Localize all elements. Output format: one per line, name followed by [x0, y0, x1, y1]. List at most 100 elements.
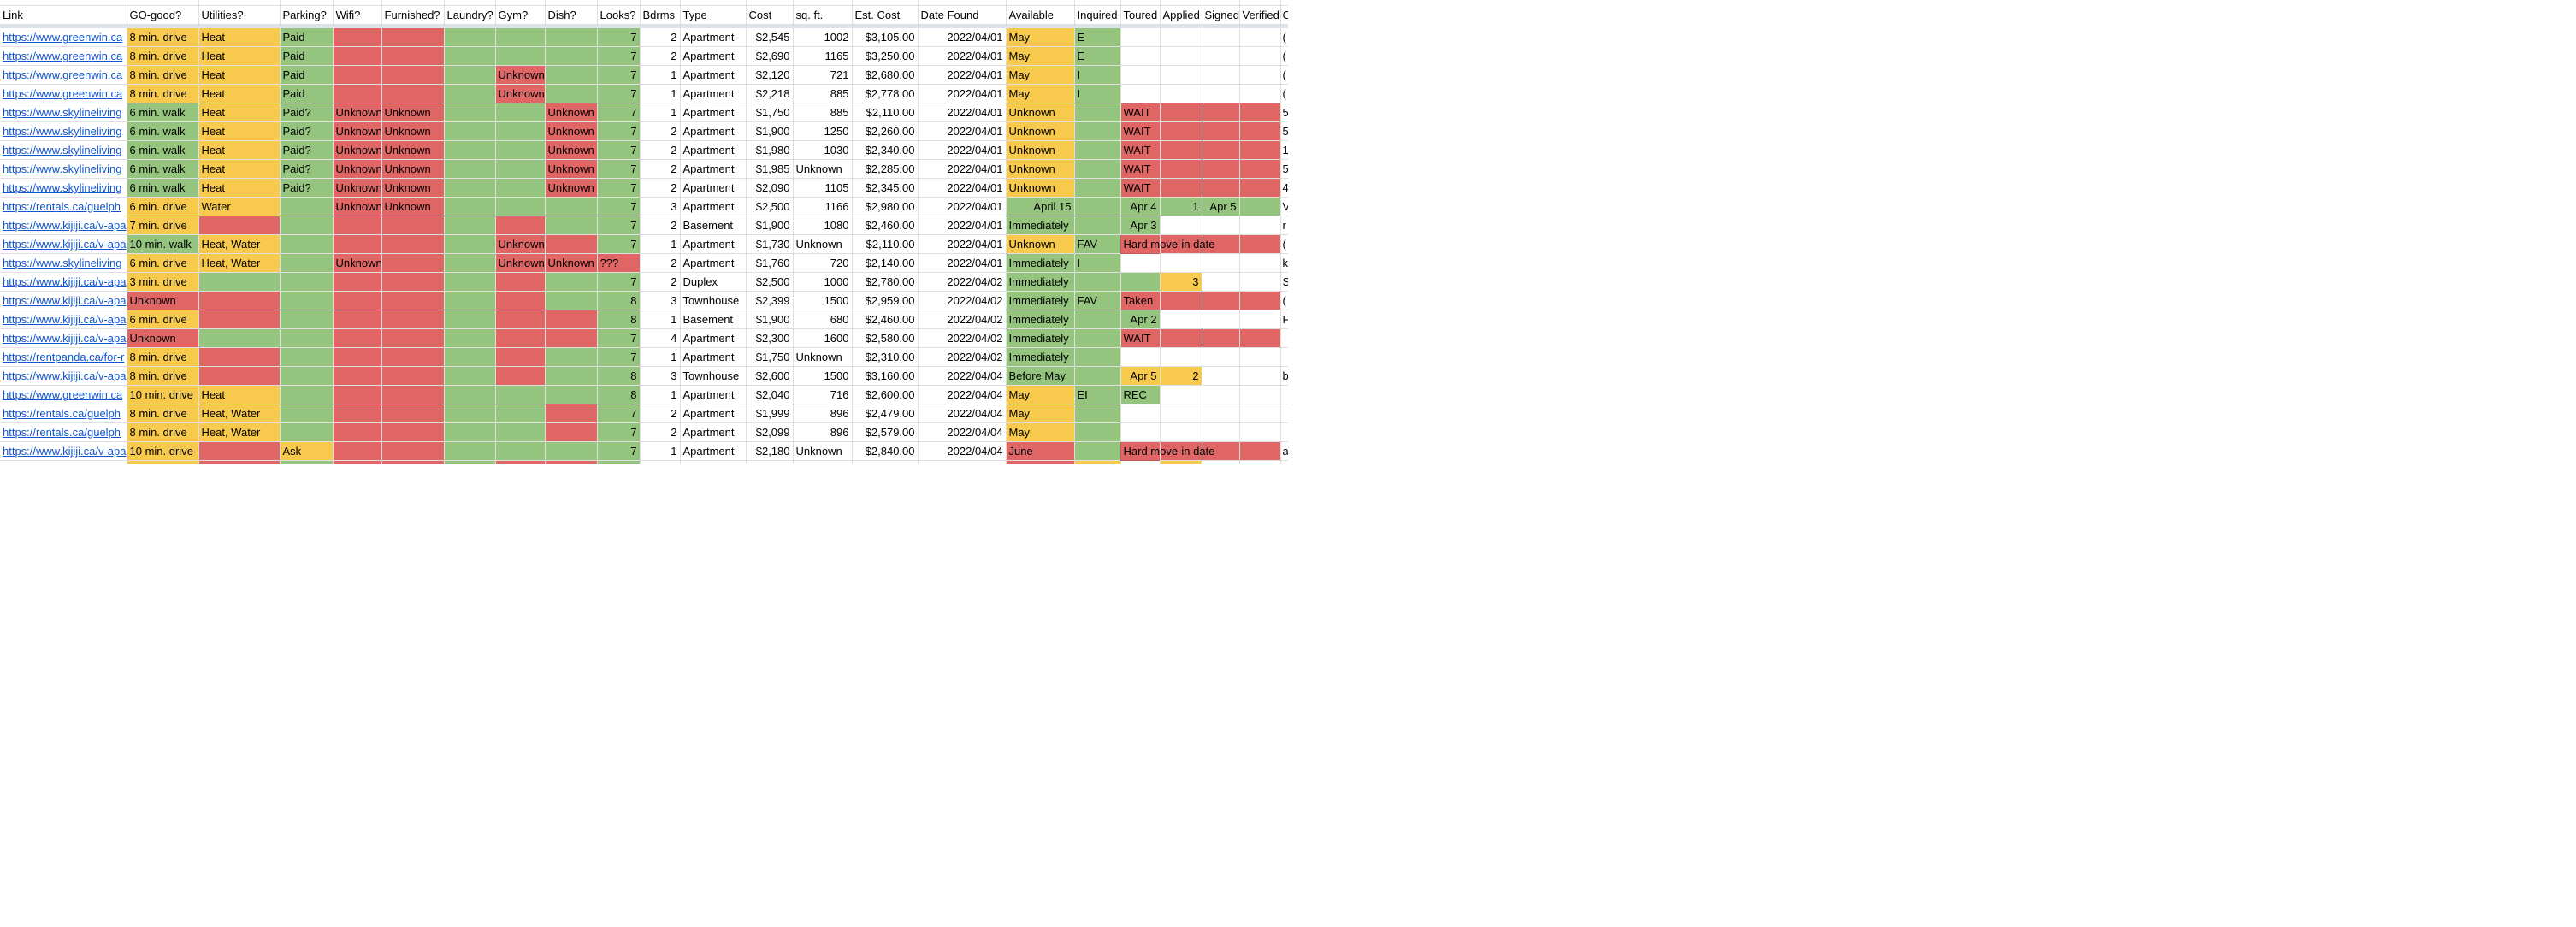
cell-date[interactable]: 2022/04/04 — [918, 404, 1007, 423]
cell-sqft[interactable]: 1600 — [793, 328, 853, 348]
cell-furnished[interactable] — [381, 272, 445, 292]
cell-wifi[interactable] — [333, 84, 382, 103]
cell-extra[interactable] — [1280, 404, 1288, 423]
header-gym[interactable]: Gym? — [495, 5, 546, 25]
cell-wifi[interactable] — [333, 347, 382, 367]
cell-parking[interactable] — [280, 366, 334, 386]
header-date[interactable]: Date Found — [918, 5, 1007, 25]
cell-avail[interactable]: Unknown — [1006, 178, 1075, 198]
cell-laundry[interactable] — [444, 84, 496, 103]
cell-date[interactable]: 2022/04/01 — [918, 65, 1007, 85]
cell-go[interactable]: 3 min. drive — [127, 272, 199, 292]
cell-app[interactable] — [1160, 103, 1202, 122]
header-avail[interactable]: Available — [1006, 5, 1075, 25]
cell-sig[interactable] — [1202, 310, 1240, 329]
cell-bdrms[interactable]: 4 — [640, 460, 681, 464]
cell-furnished[interactable] — [381, 310, 445, 329]
listing-link[interactable]: https://www.skylineliving — [3, 144, 122, 156]
cell-est[interactable]: $2,479.00 — [852, 404, 919, 423]
cell-sig[interactable] — [1202, 178, 1240, 198]
cell-avail[interactable]: Unknown — [1006, 159, 1075, 179]
cell-laundry[interactable] — [444, 234, 496, 254]
listing-link[interactable]: https://www.skylineliving — [3, 125, 122, 138]
cell-bdrms[interactable]: 1 — [640, 103, 681, 122]
cell-link[interactable]: https://rentpanda.ca/for-r — [0, 347, 127, 367]
cell-type[interactable]: Apartment — [680, 46, 747, 66]
cell-app[interactable]: 2 — [1160, 366, 1202, 386]
cell-dish[interactable] — [545, 347, 598, 367]
header-wifi[interactable]: Wifi? — [333, 5, 382, 25]
cell-bdrms[interactable]: 2 — [640, 28, 681, 47]
cell-sig[interactable] — [1202, 385, 1240, 404]
cell-app[interactable] — [1160, 121, 1202, 141]
cell-go[interactable]: 10 min. drive — [127, 441, 199, 461]
cell-dish[interactable] — [545, 234, 598, 254]
cell-avail[interactable]: May — [1006, 46, 1075, 66]
cell-utilities[interactable]: Heat — [198, 28, 281, 47]
cell-gym[interactable] — [495, 366, 546, 386]
cell-date[interactable]: 2022/04/01 — [918, 253, 1007, 273]
cell-ver[interactable] — [1239, 347, 1281, 367]
cell-date[interactable]: 2022/04/04 — [918, 385, 1007, 404]
cell-avail[interactable]: Unknown — [1006, 103, 1075, 122]
cell-sqft[interactable]: 885 — [793, 103, 853, 122]
cell-avail[interactable]: May — [1006, 404, 1075, 423]
cell-inq[interactable] — [1074, 140, 1121, 160]
cell-tour[interactable] — [1120, 404, 1161, 423]
cell-sqft[interactable]: Unknown — [793, 441, 853, 461]
cell-go[interactable]: 8 min. drive — [127, 422, 199, 442]
cell-laundry[interactable] — [444, 328, 496, 348]
cell-type[interactable]: Duplex — [680, 272, 747, 292]
cell-sig[interactable] — [1202, 366, 1240, 386]
cell-sqft[interactable]: 1080 — [793, 216, 853, 235]
cell-inq[interactable] — [1074, 328, 1121, 348]
cell-link[interactable]: https://www.skylineliving — [0, 140, 127, 160]
cell-type[interactable]: Apartment — [680, 441, 747, 461]
cell-app[interactable] — [1160, 253, 1202, 273]
cell-extra[interactable]: k — [1280, 253, 1288, 273]
cell-sig[interactable] — [1202, 253, 1240, 273]
cell-tour[interactable] — [1120, 460, 1161, 464]
cell-type[interactable]: Apartment — [680, 121, 747, 141]
cell-inq[interactable] — [1074, 178, 1121, 198]
cell-wifi[interactable] — [333, 310, 382, 329]
cell-cost[interactable]: $1,980 — [746, 140, 794, 160]
cell-utilities[interactable]: Heat — [198, 65, 281, 85]
cell-laundry[interactable] — [444, 310, 496, 329]
cell-extra[interactable] — [1280, 328, 1288, 348]
cell-utilities[interactable] — [198, 272, 281, 292]
cell-tour[interactable] — [1120, 46, 1161, 66]
cell-furnished[interactable]: Unknown — [381, 140, 445, 160]
header-link[interactable]: Link — [0, 5, 127, 25]
cell-gym[interactable] — [495, 328, 546, 348]
cell-gym[interactable] — [495, 291, 546, 310]
cell-bdrms[interactable]: 3 — [640, 197, 681, 216]
cell-furnished[interactable] — [381, 216, 445, 235]
cell-sqft[interactable]: Unknown — [793, 234, 853, 254]
cell-looks[interactable]: 7 — [597, 441, 641, 461]
cell-est[interactable]: $2,580.00 — [852, 328, 919, 348]
header-laundry[interactable]: Laundry? — [444, 5, 496, 25]
cell-parking[interactable] — [280, 404, 334, 423]
cell-sqft[interactable]: 1002 — [793, 28, 853, 47]
cell-sqft[interactable]: 885 — [793, 84, 853, 103]
cell-parking[interactable] — [280, 422, 334, 442]
cell-gym[interactable] — [495, 197, 546, 216]
cell-type[interactable]: Apartment — [680, 422, 747, 442]
cell-sig[interactable] — [1202, 140, 1240, 160]
cell-go[interactable]: 6 min. walk — [127, 159, 199, 179]
cell-dish[interactable]: Unknown — [545, 103, 598, 122]
cell-ver[interactable] — [1239, 310, 1281, 329]
cell-laundry[interactable] — [444, 121, 496, 141]
cell-cost[interactable]: $2,218 — [746, 84, 794, 103]
cell-extra[interactable] — [1280, 347, 1288, 367]
cell-inq[interactable] — [1074, 159, 1121, 179]
cell-utilities[interactable]: Heat — [198, 140, 281, 160]
cell-furnished[interactable] — [381, 328, 445, 348]
cell-type[interactable]: Apartment — [680, 159, 747, 179]
cell-wifi[interactable] — [333, 385, 382, 404]
cell-sqft[interactable]: 1105 — [793, 178, 853, 198]
cell-inq[interactable] — [1074, 441, 1121, 461]
cell-utilities[interactable] — [198, 366, 281, 386]
cell-cost[interactable]: $1,730 — [746, 234, 794, 254]
